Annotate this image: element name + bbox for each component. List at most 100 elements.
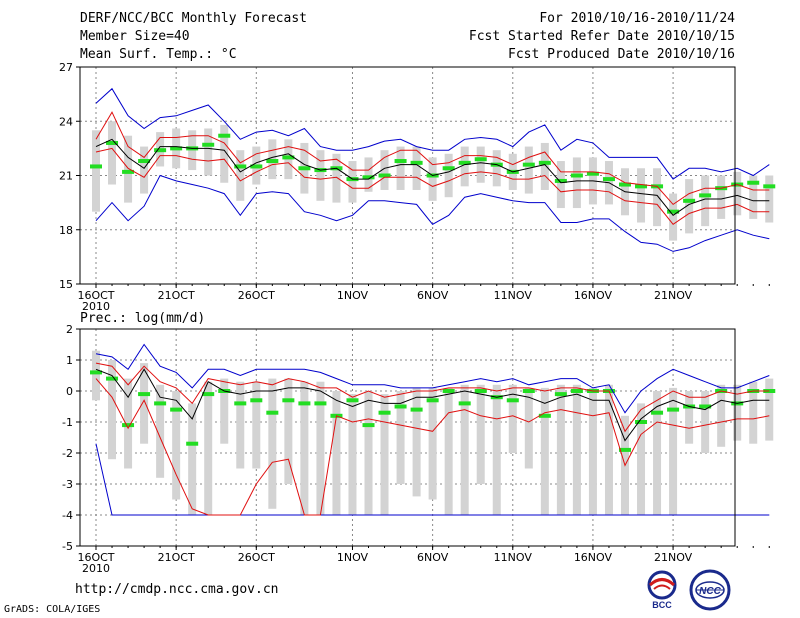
x-tick-label: 16OCT	[77, 289, 114, 302]
median-mark	[202, 392, 215, 397]
median-mark	[202, 142, 215, 147]
mean-line	[95, 368, 770, 442]
max-line	[95, 87, 770, 180]
bcc-logo: BCC	[647, 570, 677, 610]
x-tick-label: 16NOV	[574, 289, 613, 302]
median-mark	[410, 407, 423, 412]
spread-box	[204, 381, 213, 515]
spread-box	[460, 384, 469, 515]
median-mark	[394, 159, 407, 164]
y-tick-label: 21	[59, 170, 73, 183]
median-mark	[699, 193, 712, 198]
median-mark	[154, 401, 167, 406]
spread-box	[669, 387, 678, 515]
median-mark	[522, 389, 535, 393]
median-mark	[234, 401, 247, 406]
spread-box	[572, 384, 581, 515]
y-tick-label: 1	[66, 354, 73, 367]
x-tick-label: 21NOV	[654, 289, 693, 302]
x-tick-label: 6NOV	[417, 289, 449, 302]
median-mark	[474, 157, 487, 162]
spread-box	[540, 387, 549, 515]
spread-box	[444, 387, 453, 515]
y-tick-label: 18	[59, 224, 73, 237]
spread-box	[108, 121, 117, 185]
median-mark	[138, 392, 151, 397]
median-mark	[747, 180, 760, 185]
chart-title: DERF/NCC/BCC Monthly Forecast	[80, 11, 307, 26]
median-mark	[554, 178, 567, 183]
min-line	[95, 174, 770, 252]
spread-box	[92, 350, 100, 401]
spread-box	[316, 150, 325, 201]
median-mark	[667, 407, 680, 412]
spread-box	[701, 391, 710, 453]
median-mark	[618, 447, 631, 452]
spread-box	[524, 146, 533, 194]
spread-box	[765, 378, 774, 441]
spread-box	[701, 175, 710, 227]
spread-box	[332, 153, 341, 203]
median-mark	[266, 159, 279, 164]
spread-box	[524, 387, 533, 469]
x-tick-label: 21OCT	[158, 551, 195, 564]
precip-subtitle: Prec.: log(mm/d)	[80, 311, 205, 326]
median-mark	[506, 398, 519, 403]
spread-box	[348, 394, 357, 515]
median-mark	[635, 420, 648, 424]
spread-box	[717, 384, 726, 447]
spread-box	[380, 150, 389, 190]
spread-box	[508, 384, 517, 453]
variable-label: Mean Surf. Temp.: °C	[80, 47, 237, 62]
spread-box	[572, 157, 581, 209]
x-tick-label: 1NOV	[337, 551, 369, 564]
spread-box	[92, 130, 100, 212]
median-mark	[122, 169, 135, 174]
spread-box	[252, 381, 261, 469]
forecast-started: Fcst Started Refer Date 2010/10/15	[468, 29, 735, 44]
spread-box	[637, 168, 646, 223]
median-mark	[218, 133, 231, 138]
median-mark	[298, 401, 311, 406]
median-mark	[282, 398, 295, 403]
y-tick-label: 0	[66, 385, 73, 398]
median-mark	[635, 184, 648, 189]
spread-box	[733, 384, 742, 441]
x-tick-label: 21NOV	[654, 551, 693, 564]
median-mark	[106, 376, 119, 381]
median-mark	[538, 413, 551, 418]
spread-box	[172, 391, 181, 500]
spread-box	[412, 146, 421, 190]
grads-credit: GrADS: COLA/IGES	[4, 604, 101, 615]
forecast-produced: Fcst Produced Date 2010/10/16	[508, 47, 735, 62]
spread-box	[188, 403, 197, 515]
y-tick-label: -1	[62, 416, 73, 429]
median-mark	[154, 148, 167, 153]
y-tick-label: 2	[66, 323, 73, 336]
median-mark	[570, 389, 583, 393]
spread-box	[140, 146, 149, 194]
spread-box	[588, 387, 597, 515]
x-tick-label: 1NOV	[337, 289, 369, 302]
spread-box	[476, 384, 485, 484]
spread-box	[156, 384, 165, 478]
lower-spread-line	[95, 378, 770, 516]
median-mark	[282, 155, 295, 160]
median-mark	[90, 164, 102, 169]
spread-box	[108, 360, 117, 460]
spread-box	[733, 171, 742, 216]
median-mark	[90, 370, 102, 375]
spread-box	[204, 128, 213, 176]
spread-box	[556, 161, 565, 209]
source-url[interactable]: http://cmdp.ncc.cma.gov.cn	[75, 582, 279, 597]
spread-box	[669, 193, 678, 241]
spread-box	[540, 142, 549, 190]
median-mark	[346, 398, 359, 403]
median-mark	[106, 140, 119, 145]
spread-box	[236, 381, 245, 469]
median-mark	[298, 166, 311, 171]
spread-box	[412, 387, 421, 497]
spread-box	[364, 157, 373, 192]
spread-box	[428, 157, 437, 201]
